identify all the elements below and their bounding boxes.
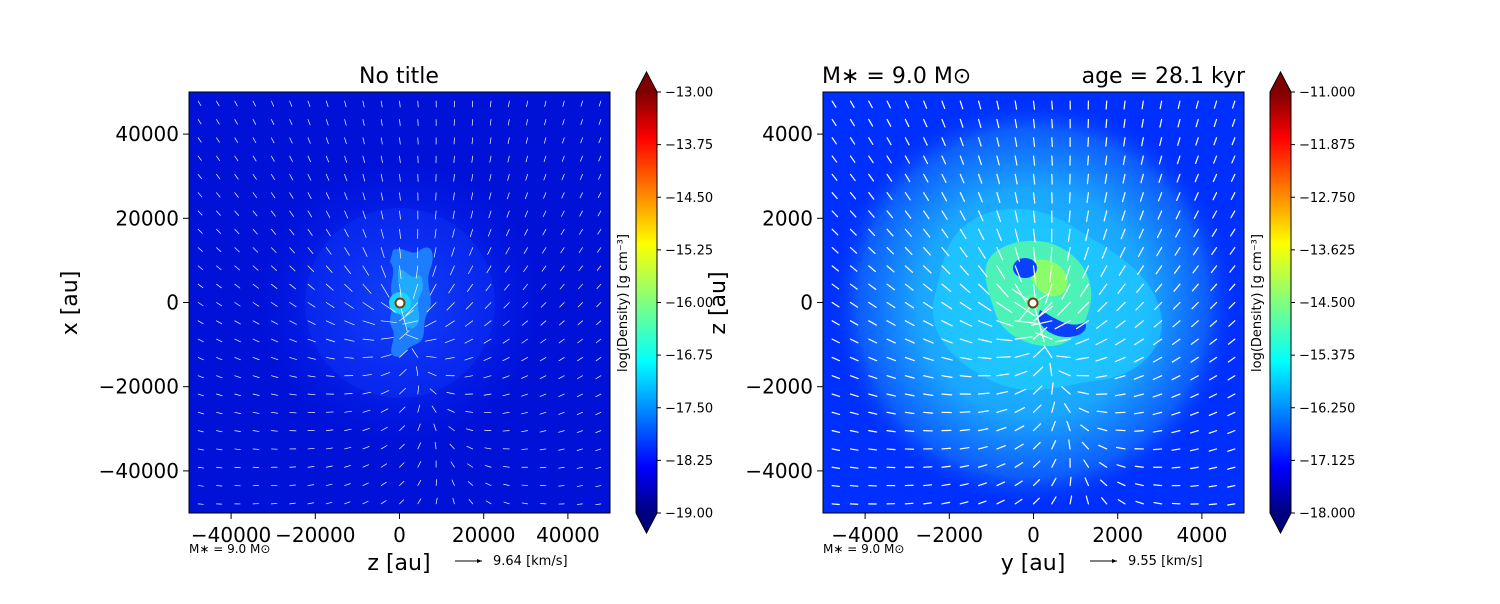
left-xtick-label: 0	[393, 523, 406, 547]
left-colorbar-tick-label: −18.25	[665, 454, 713, 469]
right-velocity-arrow	[1106, 119, 1107, 127]
left-title: No title	[359, 64, 439, 89]
left-ylabel: x [au]	[58, 271, 83, 336]
left-ytick-label: −40000	[99, 459, 179, 483]
left-colorbar-tick-label: −17.50	[665, 401, 713, 416]
left-colorbar: −13.00−13.75−14.50−15.25−16.00−16.75−17.…	[616, 72, 713, 533]
right-velocity-arrow	[924, 485, 932, 486]
left-colorbar-extend-min	[636, 513, 657, 533]
right-xtick-label: 2000	[1092, 523, 1143, 547]
right-ytick-label: −2000	[745, 375, 813, 399]
right-colorbar-label: log(Density) [g cm⁻³]	[1250, 234, 1265, 372]
left-ytick-label: 40000	[115, 122, 179, 146]
right-velocity-arrow	[924, 412, 933, 413]
right-velocity-arrow	[1154, 485, 1162, 486]
left-xtick-label: 20000	[452, 523, 516, 547]
left-colorbar-tick-label: −14.50	[665, 191, 713, 206]
right-ytick-label: 0	[800, 291, 813, 315]
right-colorbar-tick-label: −11.875	[1299, 138, 1355, 153]
right-colorbar-tick-label: −16.250	[1299, 401, 1355, 416]
left-density-map	[189, 92, 610, 513]
left-star-marker	[396, 299, 405, 308]
right-velocity-arrow	[1116, 412, 1125, 413]
right-velocity-arrow	[960, 412, 970, 413]
right-xlabel: y [au]	[1001, 551, 1066, 576]
right-velocity-arrow	[832, 504, 839, 505]
right-colorbar-ticks: −11.000 −11.875 −12.750 −13.625 −14.500 −15.3…	[1291, 86, 1355, 522]
right-ytick-label: 2000	[762, 206, 813, 230]
left-colorbar-tick-label: −13.75	[665, 138, 713, 153]
right-colorbar-extend-max	[1270, 72, 1291, 92]
right-quiver-key-arrowhead	[1112, 559, 1117, 563]
right-xtick-label: −2000	[915, 523, 983, 547]
right-velocity-arrow	[1106, 101, 1107, 109]
right-colorbar-tick-label: −14.500	[1299, 296, 1355, 311]
right-velocity-arrow	[1070, 477, 1071, 485]
left-colorbar-ramp	[636, 92, 657, 513]
left-colorbar-tick-label: −16.75	[665, 349, 713, 364]
right-title-age: age = 28.1 kyr	[1082, 64, 1246, 89]
right-velocity-arrow	[869, 467, 877, 468]
left-quiver-key-arrowhead	[477, 559, 482, 563]
right-ylabel: z [au]	[706, 271, 731, 334]
left-ytick-label: −20000	[99, 375, 179, 399]
right-velocity-arrow	[1135, 431, 1144, 432]
right-ytick-label: 4000	[762, 122, 813, 146]
left-ytick-label: 0	[166, 291, 179, 315]
left-colorbar-tick-label: −13.00	[665, 86, 713, 101]
left-colorbar-extend-max	[636, 72, 657, 92]
right-velocity-arrow	[942, 448, 951, 449]
right-velocity-arrow	[905, 431, 913, 432]
right-velocity-arrow	[1116, 430, 1125, 431]
left-ytick-label: 20000	[115, 206, 179, 230]
right-xtick-label: 4000	[1176, 523, 1227, 547]
right-velocity-arrow	[1209, 504, 1216, 505]
right-velocity-arrow	[997, 357, 1010, 358]
right-velocity-arrow	[1070, 193, 1071, 203]
right-velocity-arrow	[1052, 119, 1053, 127]
right-colorbar-tick-label: −18.000	[1299, 507, 1355, 522]
left-quiver-key-label: 9.64 [km/s]	[493, 554, 568, 569]
right-ytick-label: −4000	[745, 459, 813, 483]
right-velocity-arrow	[905, 503, 913, 504]
right-colorbar-tick-label: −11.000	[1299, 86, 1355, 101]
right-title-mass: M∗ = 9.0 M⊙	[822, 64, 971, 89]
right-velocity-arrow	[1051, 248, 1052, 262]
left-colorbar-label: log(Density) [g cm⁻³]	[616, 234, 631, 372]
left-xlabel: z [au]	[367, 551, 430, 576]
right-colorbar-tick-label: −12.750	[1299, 191, 1355, 206]
left-xtick-label: −20000	[275, 523, 355, 547]
right-colorbar-tick-label: −15.375	[1299, 349, 1355, 364]
right-velocity-arrow	[1052, 138, 1053, 147]
left-colorbar-tick-label: −19.00	[665, 507, 713, 522]
left-xtick-label: 40000	[536, 523, 600, 547]
right-velocity-arrow	[1172, 467, 1180, 468]
right-velocity-arrow	[1088, 156, 1089, 165]
right-colorbar-ramp	[1270, 92, 1291, 513]
left-colorbar-ticks: −13.00−13.75−14.50−15.25−16.00−16.75−17.…	[657, 86, 713, 522]
right-colorbar: −11.000 −11.875 −12.750 −13.625 −14.500 −15.3…	[1250, 72, 1355, 533]
right-density-map	[823, 92, 1244, 513]
right-colorbar-tick-label: −17.125	[1299, 454, 1355, 469]
right-velocity-arrow	[1153, 449, 1161, 450]
right-footer-mass: M∗ = 9.0 M⊙	[823, 542, 904, 556]
right-colorbar-extend-min	[1270, 513, 1291, 533]
right-star-marker	[1029, 299, 1038, 308]
right-xtick-label: 0	[1027, 523, 1040, 547]
right-quiver-key-label: 9.55 [km/s]	[1128, 554, 1203, 569]
right-velocity-arrow	[887, 449, 895, 450]
left-footer-mass: M∗ = 9.0 M⊙	[189, 542, 270, 556]
right-velocity-arrow	[850, 486, 857, 487]
right-velocity-arrow	[1052, 101, 1053, 109]
right-velocity-arrow	[1191, 486, 1198, 487]
left-colorbar-tick-label: −15.25	[665, 243, 713, 258]
right-colorbar-tick-label: −13.625	[1299, 243, 1355, 258]
